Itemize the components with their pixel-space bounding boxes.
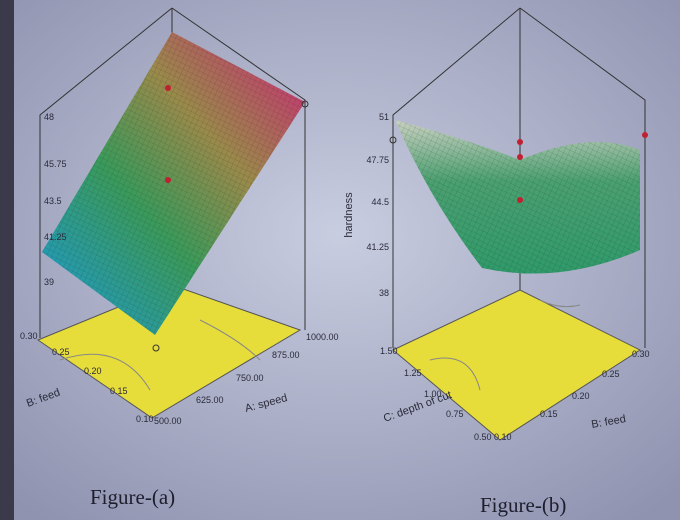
- left-tick-label: 0.20: [84, 366, 102, 376]
- design-point: [517, 197, 523, 203]
- z-tick-label: 38: [379, 288, 389, 298]
- right-tick-label: 0.30: [632, 349, 650, 359]
- left-tick-label: 0.50: [474, 432, 492, 442]
- left-tick-label: 0.25: [52, 347, 70, 357]
- design-point: [165, 85, 171, 91]
- right-tick-label: 0.20: [572, 391, 590, 401]
- right-tick-label: 1000.00: [306, 332, 339, 342]
- figure-caption: Figure-(a): [90, 485, 175, 509]
- edge-shadow: [0, 0, 14, 520]
- design-point: [165, 177, 171, 183]
- left-tick-label: 0.15: [110, 386, 128, 396]
- right-tick-label: 500.00: [154, 416, 182, 426]
- right-tick-label: 0.10: [494, 432, 512, 442]
- right-tick-label: 875.00: [272, 350, 300, 360]
- z-tick-label: 39: [44, 277, 54, 287]
- design-point: [642, 132, 648, 138]
- z-tick-label: 47.75: [366, 155, 389, 165]
- left-tick-label: 1.50: [380, 346, 398, 356]
- z-tick-label: 44.5: [371, 197, 389, 207]
- z-tick-label: 45.75: [44, 159, 67, 169]
- z-tick-label: 41.25: [44, 232, 67, 242]
- design-point: [517, 154, 523, 160]
- z-tick-label: 41.25: [366, 242, 389, 252]
- axis-label: hardness: [343, 192, 355, 238]
- left-tick-label: 1.25: [404, 368, 422, 378]
- right-tick-label: 0.15: [540, 409, 558, 419]
- figure-caption: Figure-(b): [480, 493, 566, 517]
- z-tick-label: 51: [379, 112, 389, 122]
- page-photo: 4845.7543.541.25390.300.250.200.150.1050…: [0, 0, 680, 520]
- left-tick-label: 0.10: [136, 414, 154, 424]
- right-tick-label: 750.00: [236, 373, 264, 383]
- z-tick-label: 48: [44, 112, 54, 122]
- design-point: [517, 139, 523, 145]
- right-tick-label: 0.25: [602, 369, 620, 379]
- z-tick-label: 43.5: [44, 196, 62, 206]
- left-tick-label: 0.30: [20, 331, 38, 341]
- left-tick-label: 0.75: [446, 409, 464, 419]
- right-tick-label: 625.00: [196, 395, 224, 405]
